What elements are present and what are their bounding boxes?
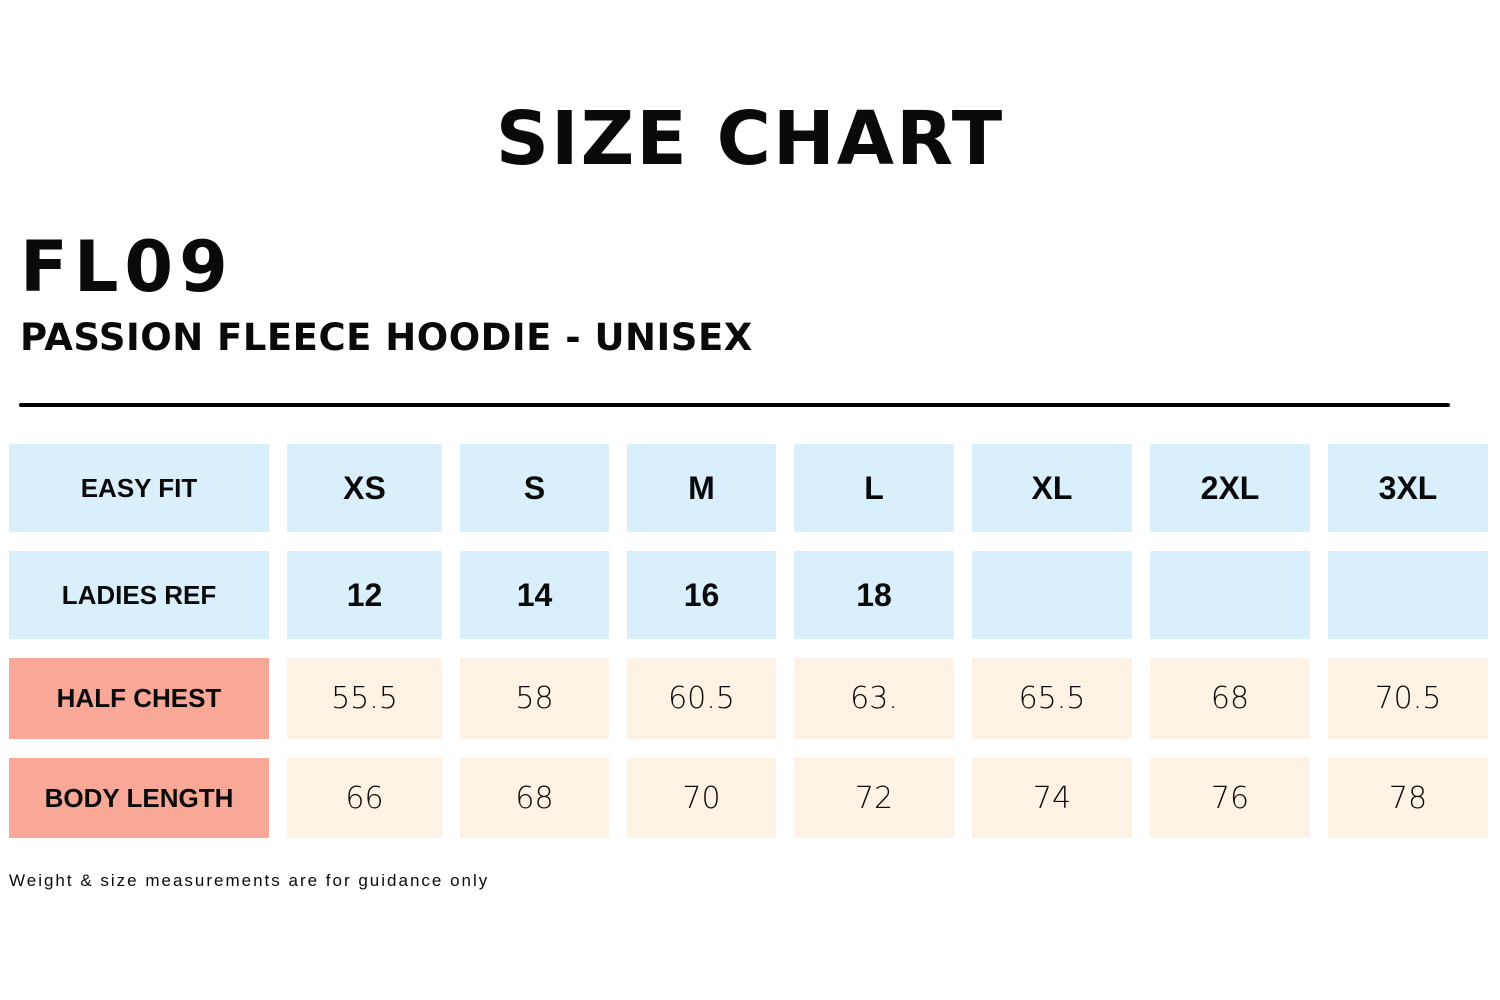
size-header-cell: M [627, 444, 776, 532]
table-cell: 74 [972, 758, 1132, 838]
table-cell: 63. [794, 658, 954, 739]
product-name: PASSION FLEECE HOODIE - UNISEX [20, 316, 753, 359]
table-cell [972, 551, 1132, 639]
table-cell: 78 [1328, 758, 1488, 838]
table-cell: 16 [627, 551, 776, 639]
table-cell: 70.5 [1328, 658, 1488, 739]
size-header-cell: S [460, 444, 609, 532]
size-table: EASY FIT XS S M L XL 2XL 3XL LADIES REF 12 14 16 18 H… [9, 444, 1488, 838]
row-label: HALF CHEST [9, 658, 269, 739]
table-cell: 66 [287, 758, 442, 838]
size-header-cell: 3XL [1328, 444, 1488, 532]
row-label: BODY LENGTH [9, 758, 269, 838]
table-cell: 68 [1150, 658, 1310, 739]
table-cell: 65.5 [972, 658, 1132, 739]
table-cell: 70 [627, 758, 776, 838]
table-cell: 12 [287, 551, 442, 639]
product-code: FL09 [20, 226, 234, 308]
row-label: EASY FIT [9, 444, 269, 532]
table-cell: 14 [460, 551, 609, 639]
table-cell: 55.5 [287, 658, 442, 739]
table-cell: 18 [794, 551, 954, 639]
row-label: LADIES REF [9, 551, 269, 639]
footnote: Weight & size measurements are for guida… [9, 871, 490, 890]
table-cell [1328, 551, 1488, 639]
table-cell: 68 [460, 758, 609, 838]
table-cell: 72 [794, 758, 954, 838]
table-cell: 76 [1150, 758, 1310, 838]
table-cell: 58 [460, 658, 609, 739]
size-header-cell: L [794, 444, 954, 532]
divider [19, 403, 1450, 407]
table-cell: 60.5 [627, 658, 776, 739]
size-header-cell: XL [972, 444, 1132, 532]
size-header-cell: XS [287, 444, 442, 532]
page-title: SIZE CHART [495, 96, 1005, 182]
size-header-cell: 2XL [1150, 444, 1310, 532]
table-cell [1150, 551, 1310, 639]
